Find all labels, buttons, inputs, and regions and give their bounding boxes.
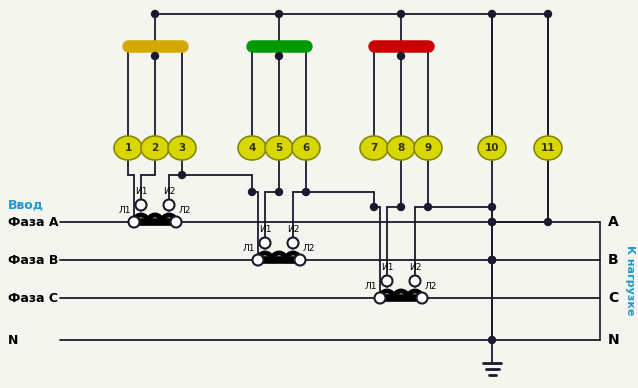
Circle shape [544, 10, 551, 17]
Text: A: A [608, 215, 619, 229]
Text: 9: 9 [424, 143, 431, 153]
Text: 2: 2 [151, 143, 159, 153]
Circle shape [276, 52, 283, 59]
Text: И1: И1 [135, 187, 147, 196]
Circle shape [170, 217, 181, 227]
Circle shape [248, 189, 255, 196]
Ellipse shape [534, 136, 562, 160]
Circle shape [151, 10, 158, 17]
Circle shape [295, 255, 306, 265]
Text: Ввод: Ввод [8, 199, 44, 211]
Text: Л1: Л1 [119, 206, 131, 215]
Circle shape [382, 275, 392, 286]
Circle shape [253, 255, 263, 265]
Text: B: B [608, 253, 619, 267]
Circle shape [151, 52, 158, 59]
Text: N: N [608, 333, 619, 347]
Text: C: C [608, 291, 618, 305]
Text: Л2: Л2 [425, 282, 438, 291]
Text: Фаза A: Фаза A [8, 215, 59, 229]
Circle shape [302, 189, 309, 196]
Text: Л1: Л1 [364, 282, 377, 291]
Text: И2: И2 [163, 187, 175, 196]
Circle shape [375, 293, 385, 303]
Ellipse shape [387, 136, 415, 160]
Circle shape [489, 218, 496, 225]
Circle shape [489, 256, 496, 263]
Circle shape [397, 203, 404, 211]
Text: 8: 8 [397, 143, 404, 153]
Ellipse shape [141, 136, 169, 160]
Circle shape [397, 10, 404, 17]
Text: 11: 11 [541, 143, 555, 153]
Text: 1: 1 [124, 143, 131, 153]
Circle shape [544, 218, 551, 225]
Circle shape [489, 256, 496, 263]
Ellipse shape [168, 136, 196, 160]
Circle shape [288, 237, 299, 248]
Text: 6: 6 [302, 143, 309, 153]
Circle shape [371, 203, 378, 211]
Ellipse shape [360, 136, 388, 160]
Circle shape [489, 336, 496, 343]
Circle shape [410, 275, 420, 286]
Ellipse shape [114, 136, 142, 160]
Text: Л1: Л1 [242, 244, 255, 253]
Circle shape [489, 10, 496, 17]
Circle shape [489, 203, 496, 211]
Text: 4: 4 [248, 143, 256, 153]
Text: И1: И1 [381, 263, 393, 272]
Ellipse shape [292, 136, 320, 160]
Text: 10: 10 [485, 143, 500, 153]
Circle shape [135, 199, 147, 211]
Text: Л2: Л2 [303, 244, 315, 253]
Ellipse shape [478, 136, 506, 160]
Circle shape [128, 217, 140, 227]
Text: И2: И2 [409, 263, 421, 272]
Circle shape [276, 189, 283, 196]
Text: Фаза B: Фаза B [8, 253, 58, 267]
Text: 3: 3 [179, 143, 186, 153]
Circle shape [260, 237, 271, 248]
Circle shape [276, 10, 283, 17]
Circle shape [179, 171, 186, 178]
Circle shape [417, 293, 427, 303]
Text: К нагрузке: К нагрузке [625, 245, 635, 315]
Text: И1: И1 [259, 225, 271, 234]
Circle shape [424, 203, 431, 211]
Circle shape [489, 218, 496, 225]
Circle shape [397, 52, 404, 59]
Text: 7: 7 [370, 143, 378, 153]
Circle shape [489, 256, 496, 263]
Text: N: N [8, 334, 19, 346]
Text: 5: 5 [276, 143, 283, 153]
Ellipse shape [414, 136, 442, 160]
Text: Фаза C: Фаза C [8, 291, 58, 305]
Ellipse shape [265, 136, 293, 160]
Ellipse shape [238, 136, 266, 160]
Text: И2: И2 [287, 225, 299, 234]
Text: Л2: Л2 [179, 206, 191, 215]
Circle shape [163, 199, 175, 211]
